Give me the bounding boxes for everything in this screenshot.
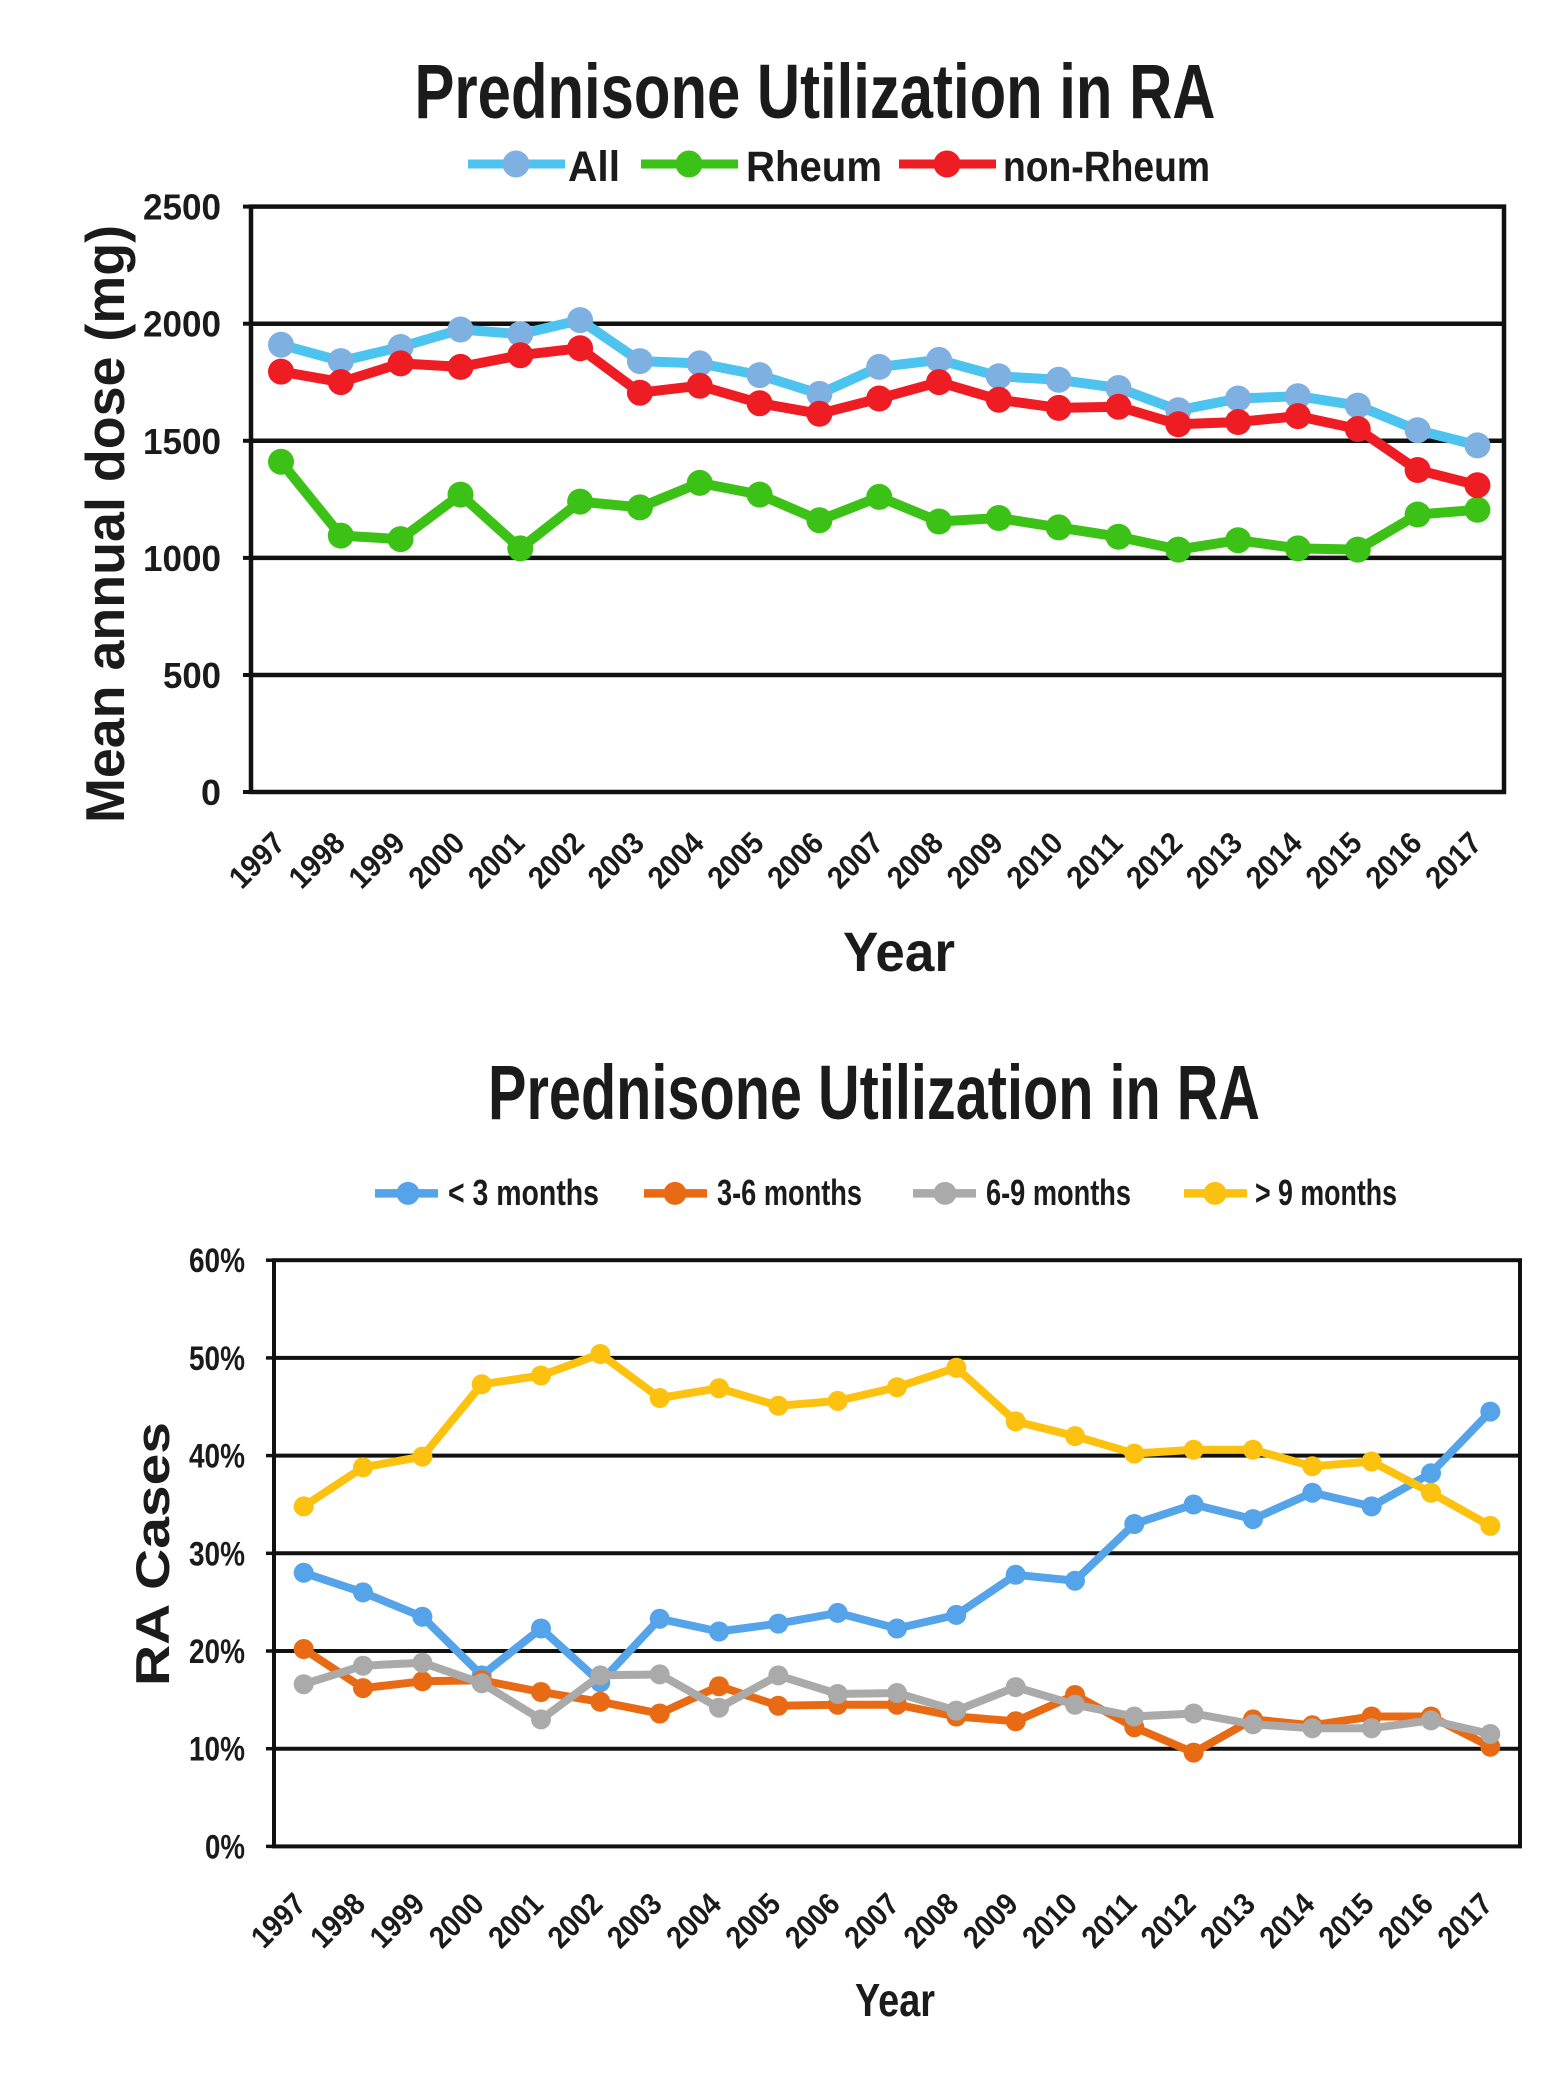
svg-text:Mean annual dose (mg): Mean annual dose (mg) [74,225,136,823]
svg-text:> 9 months: > 9 months [1255,1172,1397,1213]
svg-text:6-9 months: 6-9 months [986,1172,1131,1213]
svg-text:Year: Year [843,920,955,983]
svg-text:Prednisone Utilization in RA: Prednisone Utilization in RA [415,49,1216,135]
svg-text:500: 500 [163,655,221,696]
svg-text:1000: 1000 [143,538,221,579]
svg-text:2000: 2000 [143,304,221,345]
svg-text:1500: 1500 [143,421,221,462]
svg-text:Rheum: Rheum [746,143,882,191]
svg-text:non-Rheum: non-Rheum [1003,143,1210,191]
svg-text:30%: 30% [189,1535,245,1573]
svg-text:All: All [568,143,620,191]
svg-text:2500: 2500 [143,187,221,228]
svg-text:< 3 months: < 3 months [448,1172,599,1213]
svg-text:50%: 50% [189,1340,245,1378]
svg-text:Year: Year [855,1974,935,2026]
svg-text:Prednisone Utilization in RA: Prednisone Utilization in RA [488,1050,1260,1136]
svg-text:RA Cases: RA Cases [126,1422,179,1686]
svg-text:60%: 60% [189,1242,245,1280]
svg-text:0: 0 [201,772,221,813]
svg-text:10%: 10% [189,1731,245,1769]
svg-text:0%: 0% [205,1828,245,1866]
svg-text:40%: 40% [189,1438,245,1476]
svg-text:3-6 months: 3-6 months [717,1172,862,1213]
svg-text:20%: 20% [189,1633,245,1671]
